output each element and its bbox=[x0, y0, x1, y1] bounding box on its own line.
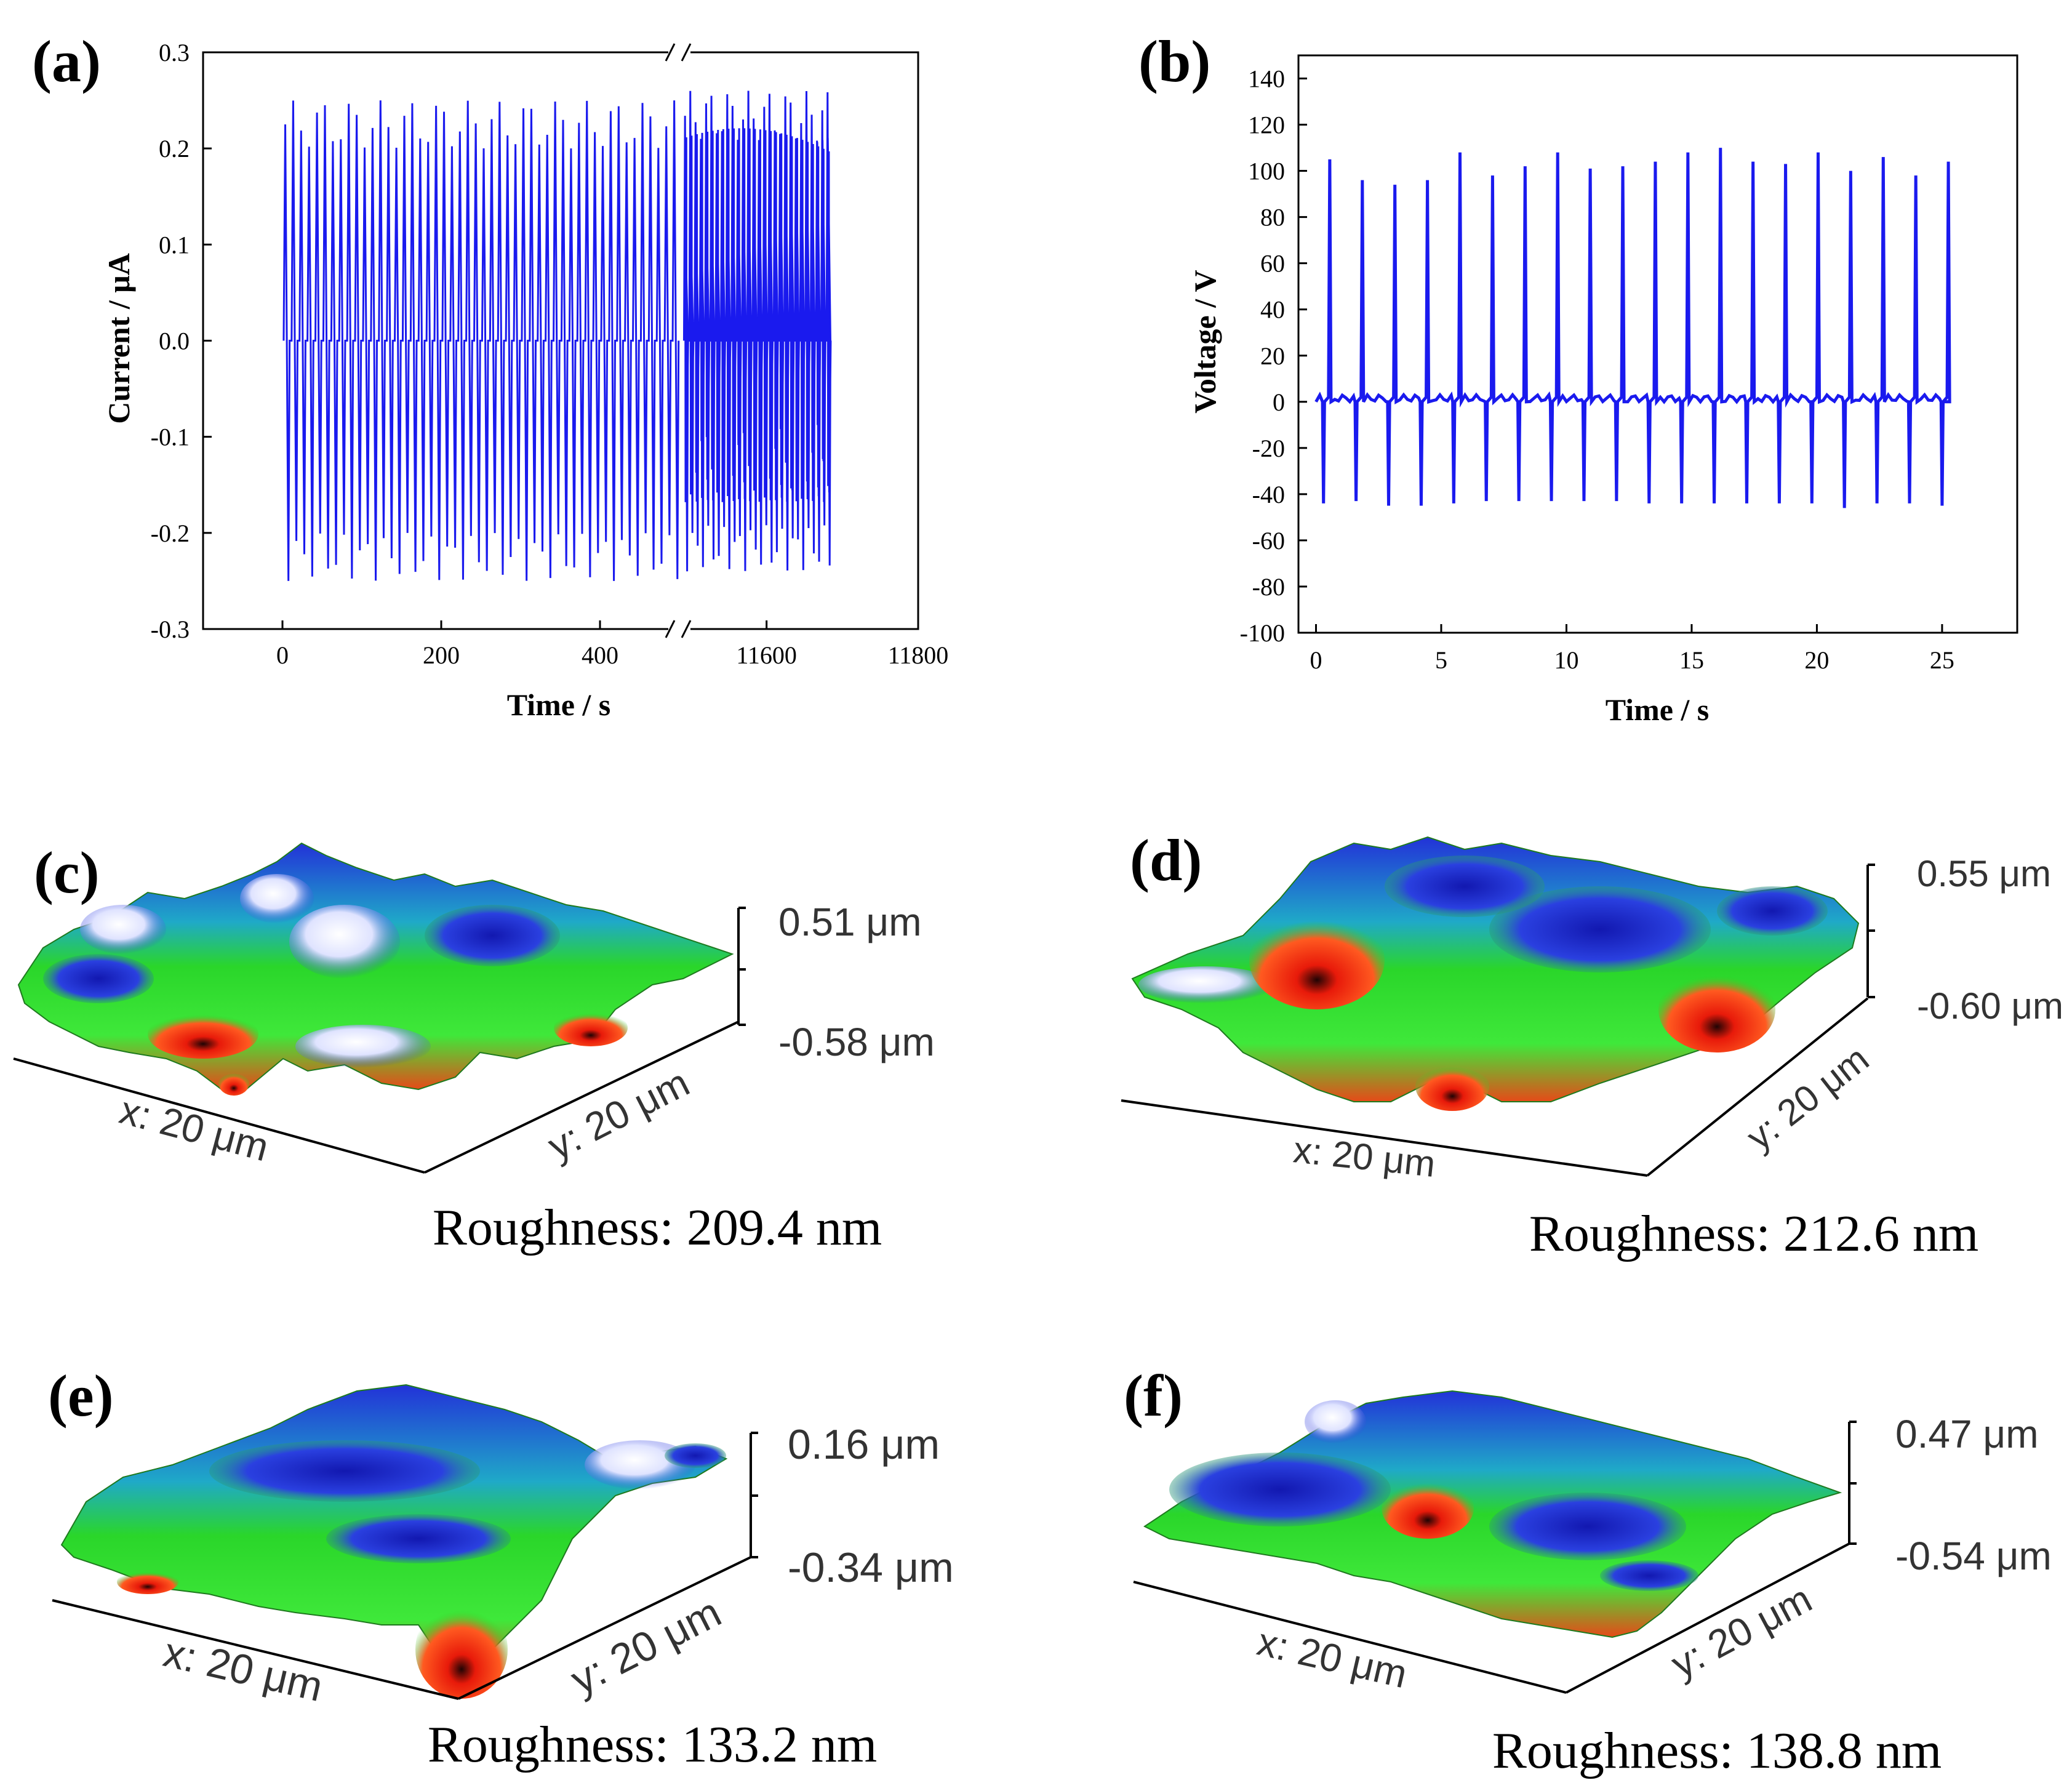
current-plot: 0.3 0.2 0.1 0.0 -0.1 -0.2 -0.3 0 200 400 11600 118… bbox=[151, 39, 949, 669]
y-tick-label: 0.2 bbox=[159, 135, 190, 162]
afm-surface-f bbox=[1143, 1390, 1842, 1638]
break-slash bbox=[665, 620, 676, 638]
roughness-label-e: Roughness: 133.2 nm bbox=[428, 1716, 877, 1773]
afm-panel-e: (e) 0.16 μm -0.34 μm x: 20 μm y: 20 μm R… bbox=[48, 1363, 954, 1773]
axis-break-marks bbox=[665, 43, 692, 638]
x-dim-label-e: x: 20 μm bbox=[159, 1629, 327, 1710]
y-tick-label: 100 bbox=[1248, 158, 1285, 185]
y-tick-label: 0 bbox=[1273, 388, 1285, 416]
z-max-label-c: 0.51 μm bbox=[778, 900, 922, 944]
y-tick-label: 0.0 bbox=[159, 327, 190, 355]
x-ticks: 0 200 400 11600 11800 bbox=[276, 620, 948, 669]
current-trace-segment-1 bbox=[282, 100, 680, 581]
z-max-label-e: 0.16 μm bbox=[788, 1421, 940, 1468]
x-tick-label: 11600 bbox=[736, 641, 797, 669]
y-ticks: 140 120 100 80 60 40 20 0 -20 -40 -60 -80 -100 bbox=[1240, 65, 1307, 647]
y-tick-label: 140 bbox=[1248, 65, 1285, 93]
current-trace-segment-2 bbox=[682, 90, 832, 572]
x-axis-line-d bbox=[1121, 1099, 1648, 1177]
z-min-label-e: -0.34 μm bbox=[788, 1544, 954, 1591]
break-slash bbox=[681, 620, 692, 638]
y-tick-label: 0.3 bbox=[159, 39, 190, 66]
afm-panel-d: (d) 0.55 μm -0.60 μm x: 20 μm y: 20 μm R… bbox=[1121, 827, 2063, 1262]
y-axis-line-d bbox=[1646, 997, 1869, 1177]
plot-border bbox=[1297, 54, 2018, 634]
y-tick-label: 60 bbox=[1260, 250, 1285, 278]
y-dim-label-e: y: 20 μm bbox=[564, 1589, 729, 1704]
panel-label-b: (b) bbox=[1138, 28, 1210, 94]
y-dim-label-c: y: 20 μm bbox=[541, 1060, 697, 1168]
y-tick-label: -60 bbox=[1252, 527, 1285, 555]
break-slash bbox=[665, 43, 676, 62]
panel-label-f: (f) bbox=[1124, 1363, 1183, 1429]
y-tick-label: -40 bbox=[1252, 481, 1285, 508]
panel-a: (a) 0.3 0.2 0.1 0.0 -0.1 -0.2 -0.3 0 200 400 1160… bbox=[32, 28, 948, 722]
afm-panel-c: (c) 0.51 μm -0.58 μm x: 20 μm y: 20 μm R… bbox=[13, 840, 935, 1256]
panel-label-a: (a) bbox=[32, 28, 101, 94]
x-tick-label: 5 bbox=[1435, 646, 1447, 674]
x-tick-label: 0 bbox=[276, 641, 289, 669]
y-tick-label: 120 bbox=[1248, 111, 1285, 139]
break-slash bbox=[681, 43, 692, 62]
voltage-plot: 140 120 100 80 60 40 20 0 -20 -40 -60 -80 -100 0 5 10 1… bbox=[1240, 54, 2018, 674]
x-tick-label: 11800 bbox=[888, 641, 949, 669]
afm-panel-f: (f) 0.47 μm -0.54 μm x: 20 μm y: 20 μm R… bbox=[1124, 1363, 2052, 1779]
roughness-label-c: Roughness: 209.4 nm bbox=[433, 1199, 882, 1256]
y-tick-label: 80 bbox=[1260, 204, 1285, 231]
x-tick-label: 200 bbox=[423, 641, 460, 669]
z-max-label-d: 0.55 μm bbox=[1917, 853, 2051, 894]
x-tick-label: 20 bbox=[1804, 646, 1829, 674]
y-axis-label-a: Current / μA bbox=[102, 253, 136, 423]
y-tick-label: 40 bbox=[1260, 296, 1285, 324]
x-tick-label: 400 bbox=[582, 641, 618, 669]
z-min-label-d: -0.60 μm bbox=[1917, 985, 2063, 1027]
x-tick-label: 10 bbox=[1554, 646, 1578, 674]
afm-surface-c bbox=[17, 842, 734, 1096]
x-tick-label: 25 bbox=[1930, 646, 1954, 674]
y-axis-line-f bbox=[1566, 1542, 1850, 1694]
y-tick-label: -0.3 bbox=[151, 615, 190, 643]
y-tick-label: -0.1 bbox=[151, 423, 190, 451]
afm-surface-d bbox=[1131, 836, 1860, 1111]
y-axis-line-c bbox=[424, 1020, 739, 1174]
x-axis-label-b: Time / s bbox=[1606, 692, 1710, 727]
y-tick-label: 20 bbox=[1260, 342, 1285, 370]
panel-label-d: (d) bbox=[1130, 827, 1202, 893]
y-ticks: 0.3 0.2 0.1 0.0 -0.1 -0.2 -0.3 bbox=[151, 39, 212, 643]
x-ticks: 0 5 10 15 20 25 bbox=[1310, 624, 1954, 674]
roughness-label-d: Roughness: 212.6 nm bbox=[1529, 1205, 1978, 1262]
x-tick-label: 0 bbox=[1310, 646, 1322, 674]
plot-frame bbox=[1297, 54, 2018, 634]
y-axis-line-e bbox=[458, 1556, 751, 1700]
x-axis-line-e bbox=[52, 1599, 459, 1700]
x-axis-line-c bbox=[13, 1057, 425, 1174]
y-dim-label-d: y: 20 μm bbox=[1739, 1038, 1877, 1158]
panel-label-c: (c) bbox=[34, 840, 100, 905]
y-tick-label: -0.2 bbox=[151, 519, 190, 547]
x-dim-label-c: x: 20 μm bbox=[115, 1088, 273, 1169]
y-tick-label: -80 bbox=[1252, 573, 1285, 601]
y-dim-label-f: y: 20 μm bbox=[1664, 1576, 1819, 1686]
x-axis-label-a: Time / s bbox=[507, 688, 611, 722]
voltage-trace bbox=[1314, 148, 1951, 508]
z-min-label-f: -0.54 μm bbox=[1895, 1534, 2052, 1578]
y-tick-label: -20 bbox=[1252, 435, 1285, 462]
z-min-label-c: -0.58 μm bbox=[778, 1020, 935, 1064]
afm-surface-e bbox=[60, 1384, 728, 1699]
y-tick-label: 0.1 bbox=[159, 231, 190, 259]
x-tick-label: 15 bbox=[1679, 646, 1704, 674]
z-max-label-f: 0.47 μm bbox=[1895, 1412, 2039, 1456]
panel-label-e: (e) bbox=[48, 1363, 114, 1429]
roughness-label-f: Roughness: 138.8 nm bbox=[1492, 1722, 1942, 1779]
y-tick-label: -100 bbox=[1240, 619, 1285, 647]
y-axis-label-b: Voltage / V bbox=[1188, 270, 1222, 413]
x-dim-label-d: x: 20 μm bbox=[1292, 1129, 1438, 1185]
x-axis-line-f bbox=[1133, 1581, 1567, 1694]
x-dim-label-f: x: 20 μm bbox=[1254, 1619, 1412, 1697]
